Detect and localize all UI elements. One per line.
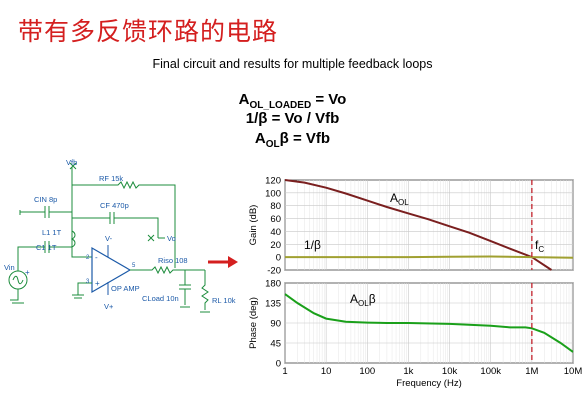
resistor-riso bbox=[130, 265, 205, 275]
label-cload: CLoad 10n bbox=[142, 294, 179, 303]
phase-series-0 bbox=[284, 293, 574, 353]
label-c1: C1 1T bbox=[36, 243, 57, 252]
gain-series-0 bbox=[284, 179, 553, 271]
phase-xtick-label: 100 bbox=[359, 366, 375, 377]
capacitor-c1 bbox=[28, 241, 72, 253]
label-opamp: OP AMP bbox=[111, 284, 140, 293]
resistor-rl bbox=[201, 270, 209, 310]
phase-xtick-label: 1k bbox=[403, 366, 413, 377]
slide-subtitle: Final circuit and results for multiple f… bbox=[152, 57, 433, 71]
label-vo: Vo bbox=[167, 234, 176, 243]
phase-xtick-label: 1M bbox=[525, 366, 538, 377]
label-vin-plus: + bbox=[25, 268, 30, 277]
annotation-inverse-beta: 1/β bbox=[304, 238, 321, 252]
label-cin: CIN 8p bbox=[34, 195, 57, 204]
resistor-rf bbox=[110, 180, 176, 268]
label-cf: CF 470p bbox=[100, 201, 129, 210]
label-opamp-minus: - bbox=[95, 253, 98, 262]
gain-ylabel: Gain (dB) bbox=[248, 205, 259, 246]
gain-ytick-label: -20 bbox=[267, 266, 281, 277]
phase-ylabel: Phase (deg) bbox=[248, 297, 259, 349]
vfb-flag bbox=[69, 162, 77, 170]
phase-xtick-label: 10k bbox=[442, 366, 458, 377]
gain-ytick-label: 120 bbox=[265, 176, 281, 187]
opamp-triangle bbox=[91, 246, 132, 294]
label-vplus: V+ bbox=[104, 302, 114, 311]
gain-ytick-label: 40 bbox=[270, 227, 281, 238]
phase-xtick-label: 100k bbox=[480, 366, 501, 377]
phase-ytick-label: 180 bbox=[265, 279, 281, 290]
equation-aol-beta: AOLβ = Vfb bbox=[254, 130, 331, 150]
annotation-aol: AOL bbox=[390, 191, 409, 207]
equation-aol-loaded: AOL_LOADED = Vo bbox=[238, 91, 347, 111]
label-rf: RF 15k bbox=[99, 174, 123, 183]
phase-ytick-label: 135 bbox=[265, 299, 281, 310]
arrow-to-plots bbox=[208, 256, 238, 268]
wire-minus-input bbox=[71, 247, 92, 258]
label-vminus: V- bbox=[105, 234, 113, 243]
label-vin: Vin bbox=[4, 263, 15, 272]
capacitor-cin bbox=[20, 206, 72, 218]
phase-plot: 180 135 90 45 0 Phase (deg) AOLβ 1 10 100 1k 10k 100… bbox=[248, 279, 582, 390]
gain-ytick-label: 100 bbox=[265, 188, 281, 199]
label-pin3: 3 bbox=[86, 279, 90, 285]
gain-ytick-label: 60 bbox=[270, 214, 281, 225]
gain-ytick-label: 20 bbox=[270, 240, 281, 251]
phase-ytick-label: 90 bbox=[270, 319, 281, 330]
annotation-fc: fC bbox=[535, 238, 544, 254]
slide-title: 带有多反馈环路的电路 bbox=[18, 17, 279, 46]
capacitor-cload bbox=[179, 270, 191, 305]
gain-series-1 bbox=[285, 255, 574, 259]
phase-xlabel: Frequency (Hz) bbox=[396, 378, 461, 389]
capacitor-cf bbox=[72, 212, 159, 238]
phase-xtick-label: 1 bbox=[282, 366, 287, 377]
label-l1: L1 1T bbox=[42, 228, 62, 237]
label-pin2: 2 bbox=[86, 255, 90, 261]
label-vfb: Vfb bbox=[66, 158, 77, 167]
equation-inverse-beta: 1/β = Vo / Vfb bbox=[245, 110, 340, 127]
circuit-schematic: Vfb RF 15k CIN 8p CF 470p L1 1T C1 1T V-… bbox=[4, 158, 238, 313]
gain-ytick-label: 0 bbox=[276, 253, 281, 264]
inductor-l1 bbox=[70, 230, 76, 248]
label-pin5: 5 bbox=[132, 263, 136, 269]
phase-xtick-label: 10M bbox=[564, 366, 583, 377]
phase-ytick-label: 0 bbox=[276, 359, 281, 370]
gain-ytick-label: 80 bbox=[270, 201, 281, 212]
phase-xtick-label: 10 bbox=[321, 366, 332, 377]
label-riso: Riso 108 bbox=[158, 256, 188, 265]
label-rl: RL 10k bbox=[212, 296, 236, 305]
label-opamp-plus: + bbox=[95, 279, 100, 288]
annotation-aol-beta: AOLβ bbox=[350, 292, 376, 308]
phase-ytick-label: 45 bbox=[270, 339, 281, 350]
